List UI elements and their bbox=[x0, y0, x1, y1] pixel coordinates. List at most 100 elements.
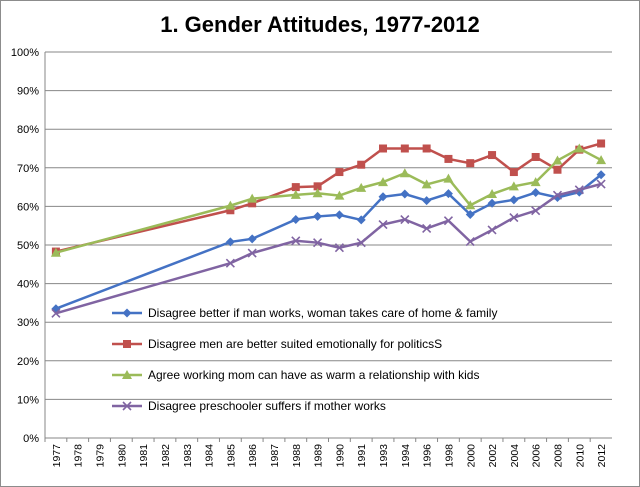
data-point bbox=[334, 243, 344, 253]
x-tick-label: 1981 bbox=[138, 444, 150, 468]
x-tick-label: 1979 bbox=[95, 444, 107, 468]
legend-label: Agree working mom can have as warm a rel… bbox=[148, 368, 479, 382]
y-tick-label: 0% bbox=[23, 433, 39, 445]
data-point bbox=[313, 238, 323, 248]
y-tick-label: 100% bbox=[11, 47, 39, 59]
data-point bbox=[422, 223, 432, 233]
data-point bbox=[225, 200, 236, 210]
y-tick-label: 10% bbox=[17, 394, 39, 406]
data-point bbox=[465, 200, 476, 210]
data-point bbox=[596, 170, 606, 180]
data-point bbox=[443, 216, 454, 226]
data-point bbox=[51, 308, 61, 318]
legend-marker bbox=[122, 370, 132, 379]
data-point bbox=[247, 234, 257, 244]
legend-marker bbox=[123, 340, 131, 348]
x-tick-label: 1978 bbox=[73, 444, 85, 468]
data-point bbox=[465, 210, 475, 220]
x-tick-label: 2006 bbox=[531, 444, 543, 468]
x-tick-label: 1989 bbox=[313, 444, 325, 468]
y-tick-label: 40% bbox=[17, 279, 39, 291]
data-point bbox=[356, 182, 367, 192]
data-point bbox=[443, 173, 454, 183]
data-point bbox=[378, 192, 388, 202]
data-point bbox=[444, 154, 453, 163]
data-point bbox=[422, 196, 432, 206]
x-tick-label: 1977 bbox=[51, 444, 63, 468]
data-point bbox=[225, 258, 235, 268]
data-point bbox=[531, 152, 540, 161]
data-point bbox=[379, 144, 388, 153]
data-point bbox=[248, 199, 257, 208]
data-point bbox=[488, 151, 497, 160]
data-point bbox=[487, 198, 497, 208]
series-line-3 bbox=[55, 147, 602, 254]
data-point bbox=[552, 190, 563, 200]
data-point bbox=[422, 144, 431, 153]
data-point bbox=[530, 177, 541, 187]
legend-marker bbox=[122, 308, 132, 318]
data-point bbox=[378, 177, 389, 187]
data-point bbox=[487, 189, 498, 199]
x-tick-label: 2000 bbox=[465, 444, 477, 468]
data-point bbox=[334, 210, 344, 220]
data-point bbox=[443, 189, 453, 199]
x-tick-label: 1993 bbox=[378, 444, 390, 468]
legend-label: Disagree men are better suited emotional… bbox=[148, 337, 442, 351]
x-tick-label: 1983 bbox=[182, 444, 194, 468]
data-point bbox=[226, 206, 235, 215]
data-point bbox=[247, 193, 258, 203]
data-point bbox=[399, 168, 410, 178]
data-point bbox=[225, 237, 235, 247]
chart-title: 1. Gender Attitudes, 1977-2012 bbox=[160, 12, 480, 37]
data-point bbox=[335, 168, 344, 177]
data-point bbox=[574, 143, 585, 153]
x-tick-label: 2008 bbox=[552, 444, 564, 468]
data-point bbox=[334, 190, 345, 200]
x-tick-label: 1986 bbox=[247, 444, 259, 468]
y-tick-label: 50% bbox=[17, 240, 39, 252]
data-point bbox=[487, 225, 497, 235]
data-point bbox=[400, 144, 409, 153]
data-point bbox=[50, 247, 61, 257]
x-tick-label: 1988 bbox=[291, 444, 303, 468]
x-tick-label: 1990 bbox=[334, 444, 346, 468]
legend-label: Disagree preschooler suffers if mother w… bbox=[148, 399, 386, 413]
x-tick-label: 1991 bbox=[356, 444, 368, 468]
x-tick-label: 1984 bbox=[204, 444, 216, 468]
data-point bbox=[356, 215, 366, 225]
data-point bbox=[508, 181, 519, 191]
data-point bbox=[291, 183, 300, 192]
y-tick-label: 20% bbox=[17, 356, 39, 368]
x-tick-label: 1980 bbox=[116, 444, 128, 468]
x-tick-label: 2004 bbox=[509, 444, 521, 468]
data-point bbox=[378, 219, 388, 230]
data-point bbox=[421, 179, 432, 189]
data-point bbox=[596, 179, 606, 189]
x-tick-label: 1987 bbox=[269, 444, 281, 468]
x-tick-label: 1994 bbox=[400, 444, 412, 468]
data-point bbox=[291, 215, 301, 225]
data-point bbox=[509, 195, 519, 205]
legend-label: Disagree better if man works, woman take… bbox=[148, 306, 497, 320]
x-tick-label: 1996 bbox=[422, 444, 434, 468]
x-tick-label: 1982 bbox=[160, 444, 172, 468]
data-point bbox=[400, 214, 410, 225]
data-point bbox=[596, 155, 607, 165]
legend-marker bbox=[122, 401, 132, 411]
data-point bbox=[465, 236, 475, 247]
data-point bbox=[312, 188, 323, 198]
data-point bbox=[552, 155, 563, 165]
data-point bbox=[356, 238, 366, 248]
data-point bbox=[531, 206, 541, 216]
data-point bbox=[597, 139, 606, 148]
x-tick-label: 1998 bbox=[443, 444, 455, 468]
x-tick-label: 2010 bbox=[574, 444, 586, 468]
x-tick-label: 2002 bbox=[487, 444, 499, 468]
y-tick-label: 60% bbox=[17, 201, 39, 213]
data-point bbox=[247, 248, 257, 258]
data-point bbox=[509, 213, 519, 223]
y-tick-label: 30% bbox=[17, 317, 39, 329]
data-point bbox=[290, 189, 301, 199]
